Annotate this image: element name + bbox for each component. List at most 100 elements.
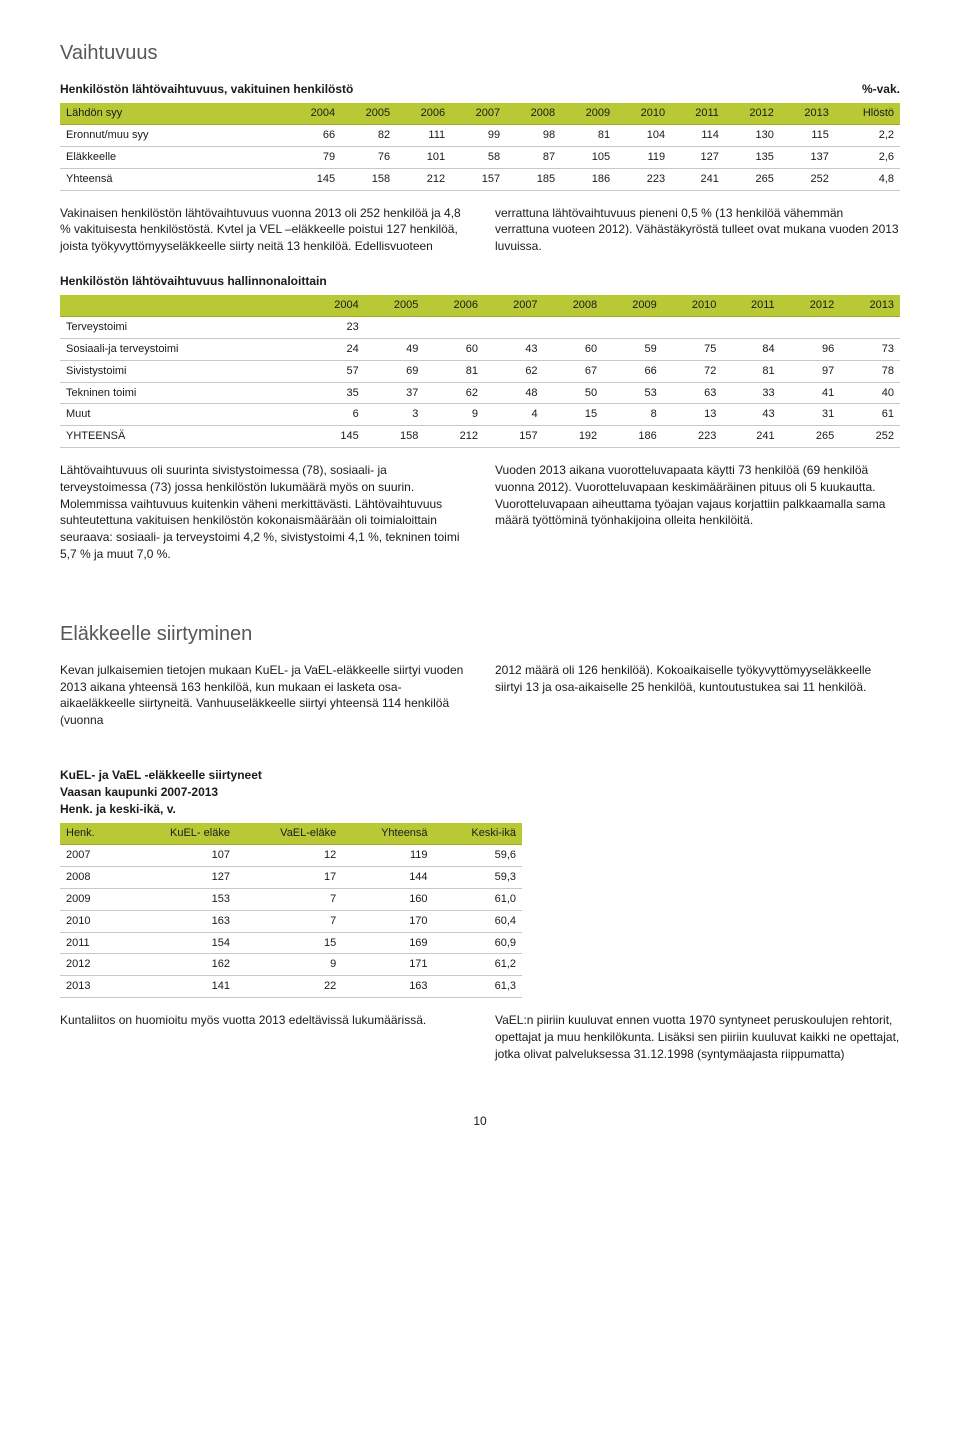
table1-caption: Henkilöstön lähtövaihtuvuus, vakituinen … (60, 81, 900, 97)
table-cell (781, 316, 841, 338)
table-cell: 4 (484, 404, 544, 426)
table-cell: 59,3 (434, 867, 522, 889)
table-cell: 265 (781, 426, 841, 448)
table-cell: 81 (722, 360, 780, 382)
table-cell (840, 316, 900, 338)
table-header-cell: 2011 (671, 103, 725, 124)
table-cell: 2,2 (835, 125, 900, 147)
table-cell: Terveystoimi (60, 316, 305, 338)
table-cell: 7 (236, 910, 342, 932)
table-row: Muut639415813433161 (60, 404, 900, 426)
table-cell: 61 (840, 404, 900, 426)
table-cell: 66 (603, 360, 663, 382)
table-cell: 2009 (60, 888, 124, 910)
table-cell: 81 (424, 360, 484, 382)
sec2-para1-right: 2012 määrä oli 126 henkilöä). Kokoaikais… (495, 662, 900, 729)
table-cell: 9 (424, 404, 484, 426)
table3-cap-l2: Vaasan kaupunki 2007-2013 (60, 785, 218, 799)
table-header-cell: 2006 (396, 103, 451, 124)
section-title-elakkeelle: Eläkkeelle siirtyminen (60, 621, 900, 648)
table-cell: 98 (506, 125, 561, 147)
table-header-cell: 2009 (603, 295, 663, 316)
table-cell: 127 (671, 146, 725, 168)
table-cell: 22 (236, 976, 342, 998)
table-cell: 72 (663, 360, 723, 382)
table-row: Sosiaali-ja terveystoimi2449604360597584… (60, 338, 900, 360)
table-cell: 2,6 (835, 146, 900, 168)
table-cell: 43 (722, 404, 780, 426)
table-cell: 162 (124, 954, 236, 976)
table-cell: 35 (305, 382, 365, 404)
table-cell: 157 (451, 168, 506, 190)
table-cell: 107 (124, 845, 236, 867)
table-cell: 186 (603, 426, 663, 448)
table-cell: 265 (725, 168, 780, 190)
table-cell: 3 (365, 404, 425, 426)
table-cell: Eläkkeelle (60, 146, 286, 168)
table2-caption: Henkilöstön lähtövaihtuvuus hallinnonalo… (60, 273, 900, 289)
table-cell: 144 (342, 867, 433, 889)
table-cell: 61,0 (434, 888, 522, 910)
table-cell: 212 (396, 168, 451, 190)
table3-cap-l1: KuEL- ja VaEL -eläkkeelle siirtyneet (60, 768, 262, 782)
table-kuel-vael: Henk.KuEL- eläkeVaEL-eläkeYhteensäKeski-… (60, 823, 522, 998)
table-cell: 169 (342, 932, 433, 954)
table1-caption-text: Henkilöstön lähtövaihtuvuus, vakituinen … (60, 82, 353, 96)
table-cell: Sosiaali-ja terveystoimi (60, 338, 305, 360)
table-row: 20081271714459,3 (60, 867, 522, 889)
table-cell: 43 (484, 338, 544, 360)
table-cell: 50 (544, 382, 604, 404)
table-cell: 101 (396, 146, 451, 168)
table-header-cell: 2012 (781, 295, 841, 316)
table-cell: 48 (484, 382, 544, 404)
table-cell: 82 (341, 125, 396, 147)
table-cell: 186 (561, 168, 616, 190)
sec2-para2-left: Kuntaliitos on huomioitu myös vuotta 201… (60, 1012, 465, 1062)
table-cell: 105 (561, 146, 616, 168)
table-lahtovaihtuvuus: Lähdön syy200420052006200720082009201020… (60, 103, 900, 190)
table-cell: 212 (424, 426, 484, 448)
table-header-cell: 2006 (424, 295, 484, 316)
table-cell: 252 (840, 426, 900, 448)
table-cell: 13 (663, 404, 723, 426)
table-cell: 137 (780, 146, 835, 168)
table-cell: 8 (603, 404, 663, 426)
table-cell: 99 (451, 125, 506, 147)
table-cell: 153 (124, 888, 236, 910)
table-row: Sivistystoimi57698162676672819778 (60, 360, 900, 382)
table-cell: 241 (671, 168, 725, 190)
table-cell: 119 (616, 146, 671, 168)
table-cell: 33 (722, 382, 780, 404)
table-cell: 23 (305, 316, 365, 338)
table-cell: 145 (305, 426, 365, 448)
table-cell: 223 (663, 426, 723, 448)
table-cell (484, 316, 544, 338)
table-cell: 61,3 (434, 976, 522, 998)
table-cell: Muut (60, 404, 305, 426)
para2-right: Vuoden 2013 aikana vuorotteluvapaata käy… (495, 462, 900, 563)
table-cell: 145 (286, 168, 341, 190)
table3-caption: KuEL- ja VaEL -eläkkeelle siirtyneet Vaa… (60, 767, 900, 817)
table-cell: 252 (780, 168, 835, 190)
sec2-para1-left: Kevan julkaisemien tietojen mukaan KuEL-… (60, 662, 465, 729)
table-cell: 62 (424, 382, 484, 404)
table-header-cell: 2013 (780, 103, 835, 124)
table-cell: 223 (616, 168, 671, 190)
table-cell: 7 (236, 888, 342, 910)
table-header-cell: 2010 (663, 295, 723, 316)
table-header-cell: 2012 (725, 103, 780, 124)
table-cell: 69 (365, 360, 425, 382)
table-cell: 160 (342, 888, 433, 910)
table-cell: 60 (544, 338, 604, 360)
table-header-cell (60, 295, 305, 316)
table-cell: 31 (781, 404, 841, 426)
table-header-cell: Lähdön syy (60, 103, 286, 124)
table-cell: Yhteensä (60, 168, 286, 190)
table-cell: 2013 (60, 976, 124, 998)
table-header-cell: 2005 (341, 103, 396, 124)
table-cell: 40 (840, 382, 900, 404)
table-cell: 2007 (60, 845, 124, 867)
table-cell: 114 (671, 125, 725, 147)
table-row: Tekninen toimi35376248505363334140 (60, 382, 900, 404)
table-row: Eronnut/muu syy6682111999881104114130115… (60, 125, 900, 147)
